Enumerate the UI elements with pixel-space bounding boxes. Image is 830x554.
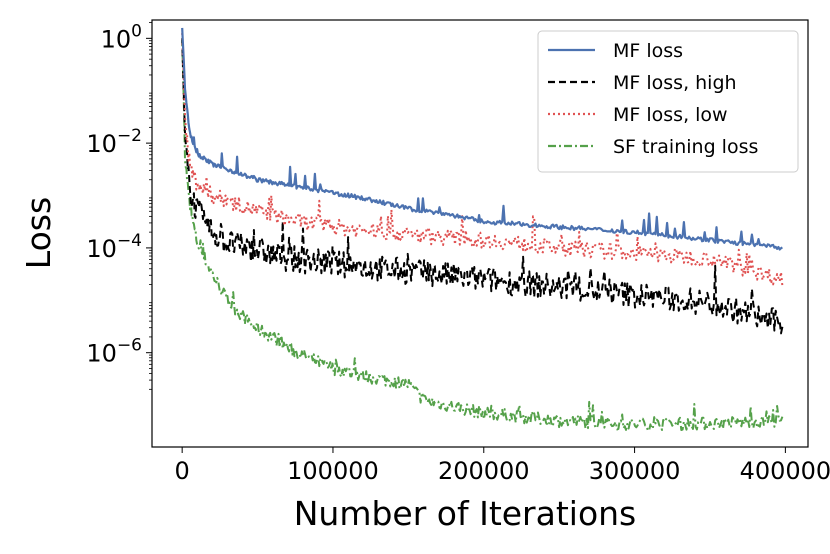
y-tick-label: 10−4: [86, 231, 142, 263]
y-axis-label: Loss: [19, 197, 58, 269]
y-tick-label: 100: [101, 21, 142, 53]
x-tick-label: 0: [175, 457, 190, 485]
x-axis-label: Number of Iterations: [294, 494, 637, 533]
y-tick-label: 10−6: [86, 336, 142, 368]
series-line-0: [181, 27, 783, 251]
x-tick-label: 100000: [287, 457, 379, 485]
legend-label: MF loss: [613, 40, 683, 62]
y-axis-ticks: 100 10−2 10−4 10−6: [86, 21, 152, 390]
legend-label: MF loss, low: [613, 104, 728, 126]
x-axis-ticks: 0 100000 200000 300000 400000: [175, 447, 830, 485]
y-tick-label: 10−2: [86, 126, 142, 158]
legend-frame: [537, 30, 799, 173]
x-tick-label: 300000: [589, 457, 681, 485]
series-layer: [181, 27, 784, 432]
series-line-2: [181, 33, 784, 287]
plot-frame: [151, 19, 809, 448]
legend-label: MF loss, high: [613, 72, 737, 94]
legend: MF loss MF loss, high MF loss, low SF train…: [537, 30, 799, 173]
x-tick-label: 400000: [740, 457, 830, 485]
x-tick-label: 200000: [438, 457, 530, 485]
series-line-1: [181, 38, 784, 335]
legend-label: SF training loss: [613, 136, 758, 158]
series-line-3: [181, 38, 784, 432]
